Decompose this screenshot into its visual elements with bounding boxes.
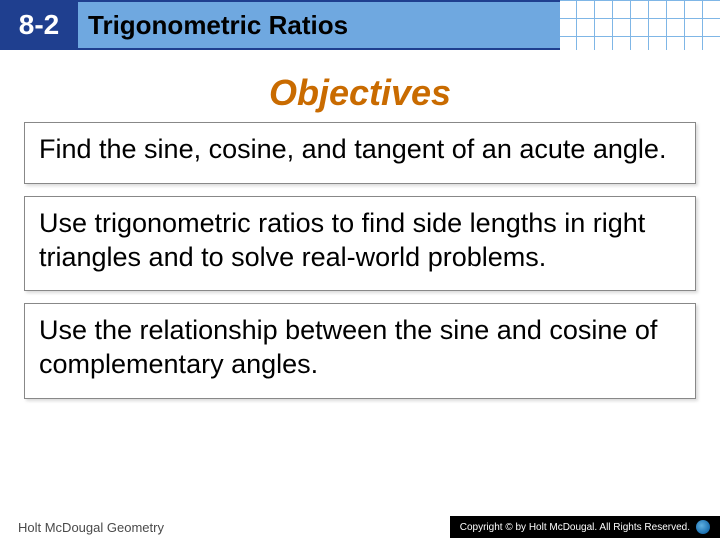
footer-textbook-name: Holt McDougal Geometry: [0, 520, 164, 535]
chapter-title: Trigonometric Ratios: [88, 10, 348, 41]
slide-footer: Holt McDougal Geometry Copyright © by Ho…: [0, 514, 720, 540]
objectives-heading: Objectives: [24, 72, 696, 114]
footer-copyright-bar: Copyright © by Holt McDougal. All Rights…: [450, 516, 720, 538]
objective-text: Use the relationship between the sine an…: [39, 315, 657, 379]
chapter-number: 8-2: [19, 9, 59, 41]
objective-text: Find the sine, cosine, and tangent of an…: [39, 134, 666, 164]
chapter-number-box: 8-2: [0, 0, 78, 50]
objective-box: Find the sine, cosine, and tangent of an…: [24, 122, 696, 184]
objective-box: Use the relationship between the sine an…: [24, 303, 696, 399]
objective-box: Use trigonometric ratios to find side le…: [24, 196, 696, 292]
slide-header: 8-2 Trigonometric Ratios: [0, 0, 720, 50]
publisher-logo-icon: [696, 520, 710, 534]
objective-text: Use trigonometric ratios to find side le…: [39, 208, 645, 272]
copyright-text: Copyright © by Holt McDougal. All Rights…: [460, 522, 690, 533]
title-bar: Trigonometric Ratios: [78, 0, 560, 50]
slide-content: Objectives Find the sine, cosine, and ta…: [0, 50, 720, 399]
